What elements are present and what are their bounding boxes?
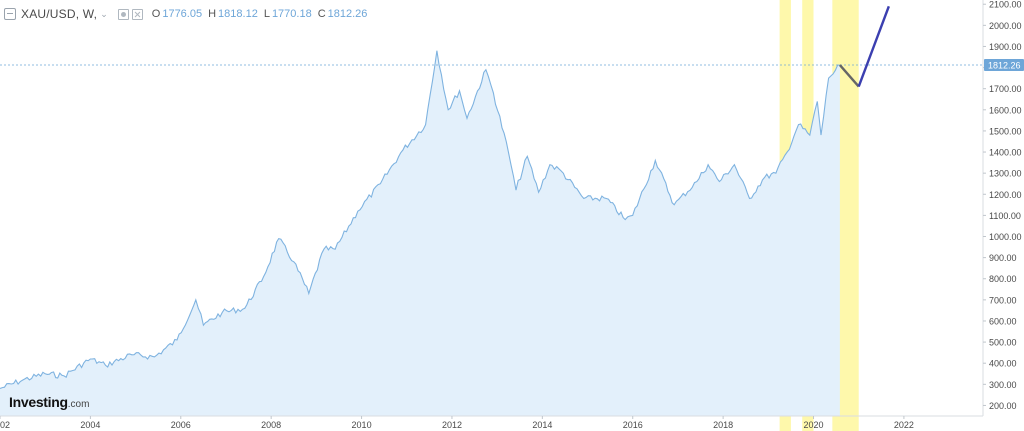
collapse-icon[interactable] (4, 8, 16, 20)
y-tick-label: 500.00 (989, 338, 1017, 348)
price-line (0, 50, 840, 390)
y-tick-label: 300.00 (989, 380, 1017, 390)
last-price-badge: 1812.26 (984, 58, 1024, 71)
y-tick-label: 1700.00 (989, 84, 1022, 94)
low-value: 1770.18 (271, 8, 312, 20)
open-value: 1776.05 (162, 8, 203, 20)
y-tick-label: 800.00 (989, 274, 1017, 284)
close-key: C (317, 8, 326, 20)
x-tick-label: 2012 (442, 420, 462, 430)
x-tick-label: 2022 (894, 420, 914, 430)
projection-up-line (857, 5, 890, 88)
y-tick-label: 400.00 (989, 359, 1017, 369)
logo-text: Investing (9, 394, 68, 410)
y-tick-label: 600.00 (989, 316, 1017, 326)
y-tick-label: 200.00 (989, 401, 1017, 411)
y-tick-label: 2100.00 (989, 0, 1022, 10)
x-tick-label: 2002 (0, 420, 10, 430)
price-area-fill (0, 50, 840, 416)
projection-lines (838, 5, 890, 88)
y-tick-label: 1500.00 (989, 126, 1022, 136)
legend-header: XAU/USD, W, ⌄ O 1776.05 H 1818.12 L 1770.18… (4, 5, 367, 23)
x-tick-label: 2008 (261, 420, 281, 430)
y-tick-label: 700.00 (989, 295, 1017, 305)
projection-down-line (838, 64, 860, 88)
last-price-tag-bg (984, 58, 1024, 71)
y-tick-label: 1200.00 (989, 190, 1022, 200)
close-value: 1812.26 (327, 8, 368, 20)
y-tick-label: 1300.00 (989, 169, 1022, 179)
settings-icon[interactable] (117, 8, 129, 20)
open-key: O (151, 8, 161, 20)
high-key: H (208, 8, 217, 20)
high-value: 1818.12 (218, 8, 258, 20)
close-icon[interactable] (131, 8, 143, 20)
low-key: L (263, 8, 270, 20)
x-tick-label: 2018 (713, 420, 733, 430)
y-tick-label: 1900.00 (989, 42, 1022, 52)
y-tick-label: 1600.00 (989, 105, 1022, 115)
last-price-tag-label: 1812.26 (988, 60, 1021, 70)
logo-suffix: .com (67, 399, 90, 410)
y-tick-label: 900.00 (989, 253, 1017, 263)
y-tick-label: 1400.00 (989, 148, 1022, 158)
x-tick-label: 2010 (352, 420, 372, 430)
y-tick-label: 1000.00 (989, 232, 1022, 242)
chevron-down-icon[interactable]: ⌄ (100, 8, 108, 19)
x-axis[interactable]: 2002 2004 2006 2008 2010 2012 2014 2016 2018 2020… (0, 415, 983, 430)
x-tick-label: 2004 (80, 420, 100, 430)
y-tick-label: 2000.00 (989, 21, 1022, 31)
x-tick-label: 2016 (623, 420, 643, 430)
y-tick-label: 1100.00 (989, 211, 1021, 221)
symbol-label[interactable]: XAU/USD, W, (21, 7, 98, 21)
investing-logo: Investing.com (9, 394, 89, 410)
x-tick-label: 2020 (804, 420, 824, 430)
x-tick-label: 2014 (532, 420, 552, 430)
x-tick-label: 2006 (171, 420, 191, 430)
